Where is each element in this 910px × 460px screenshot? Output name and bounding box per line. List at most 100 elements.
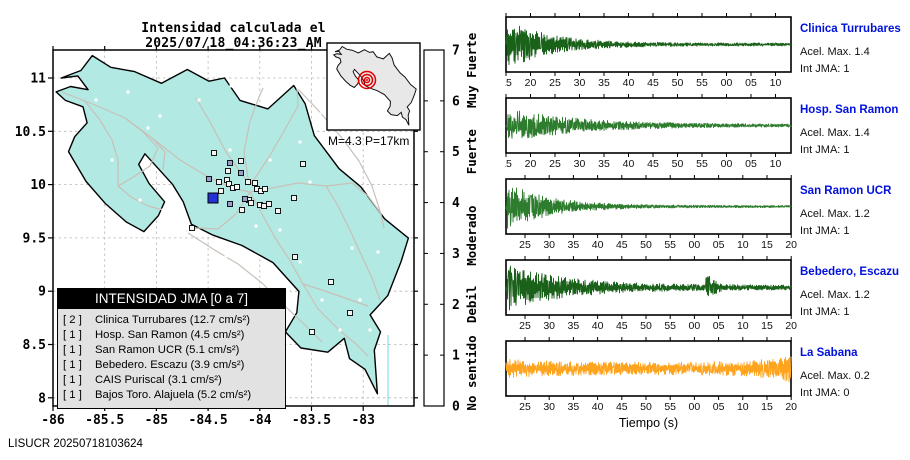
seismogram-x-tick-label: 35 — [568, 239, 580, 251]
road-line — [83, 99, 119, 186]
legend-entry: [ 1 ] San Ramon UCR (5.1 cm/s²) — [63, 343, 280, 358]
seismogram-x-tick-label: 40 — [623, 158, 635, 170]
seismogram-acel-max: Acel. Max. 1.2 — [800, 289, 870, 301]
intensity-legend: INTENSIDAD JMA [0 a 7] [ 2 ] Clinica Turr… — [57, 288, 286, 409]
seismogram-x-tick-label: 00 — [721, 77, 733, 89]
seismogram-x-tick-label: 15 — [761, 320, 773, 332]
seismogram-station-name: Bebedero, Escazu — [800, 266, 900, 278]
town-dot — [138, 198, 142, 202]
legend-entry-station: San Ramon UCR (5.1 cm/s²) — [95, 344, 240, 356]
map-title: Intensidad calculada el 2025/07/18_04:36… — [141, 21, 326, 51]
epicenter-icon — [360, 73, 374, 87]
seismogram-x-tick-label: 40 — [592, 320, 604, 332]
town-dot — [110, 158, 114, 162]
seismogram-x-tick-label: 35 — [568, 401, 580, 413]
seismogram-x-tick-label: 45 — [616, 239, 628, 251]
seismogram-panel-5: 25 30 35 40 45 50 55 00 05 10 15 20 — [505, 337, 797, 413]
seismogram-x-tick-label: 40 — [623, 77, 635, 89]
legend-entry-station: Bebedero. Escazu (3.9 cm/s²) — [95, 359, 245, 371]
colorbar-tick-label: 6 — [452, 94, 460, 109]
town-dot — [320, 298, 324, 302]
town-dot — [298, 260, 302, 264]
seismogram-x-tick-label: 05 — [713, 401, 725, 413]
costa-rica-map: -86 -85.5 -85 -84.5 -84 -83.5 -831110.5109.598… — [15, 32, 479, 428]
seismogram-x-tick-label: 40 — [592, 401, 604, 413]
seismogram-panel-3: 25 30 35 40 45 50 55 00 05 10 15 20 — [505, 175, 797, 251]
map-y-tick-label: 8 — [38, 391, 46, 406]
legend-entry-station: Hosp. San Ramon (4.5 cm/s²) — [95, 329, 245, 341]
seismogram-x-tick-label: 35 — [598, 158, 610, 170]
seismogram-x-tick-label: 50 — [672, 77, 684, 89]
map-x-tick-label: -86 — [41, 413, 65, 428]
town-dot — [254, 224, 258, 228]
seismogram-x-tick-label: 55 — [696, 158, 708, 170]
station-marker-int-0 — [309, 329, 315, 335]
road-line — [249, 182, 385, 229]
seismogram-int-jma: Int JMA: 1 — [800, 63, 850, 75]
colorbar-tick-label: 0 — [452, 400, 460, 415]
road-line — [243, 87, 264, 185]
magnitude-depth-label: M=4.3 P=17km — [328, 134, 410, 148]
road-line — [187, 232, 323, 343]
town-dot — [268, 158, 272, 162]
colorbar-tick-label: 7 — [452, 44, 460, 59]
station-marker-int-1 — [206, 176, 212, 182]
town-dot — [224, 254, 228, 258]
seismogram-x-tick-label: 25 — [519, 239, 531, 251]
epicenter-icon — [363, 76, 371, 84]
road-line — [325, 185, 381, 301]
station-marker-int-0 — [239, 207, 245, 213]
seismogram-x-tick-label: 25 — [549, 77, 561, 89]
seismogram-x-tick-label: 10 — [737, 239, 749, 251]
seismogram-trace — [505, 356, 792, 383]
station-marker-int-0 — [275, 208, 281, 214]
legend-entry-intensity: [ 1 ] — [63, 344, 82, 356]
seismogram-panel-2: 15 20 25 30 35 40 45 50 55 00 05 10 — [505, 94, 792, 170]
colorbar-band-label: Debil — [464, 285, 479, 323]
map-x-tick-label: -84.5 — [189, 413, 228, 428]
town-dot — [308, 180, 312, 184]
legend-title: INTENSIDAD JMA [0 a 7] — [58, 289, 285, 309]
town-dot — [197, 98, 201, 102]
road-line — [117, 117, 159, 187]
seismogram-x-tick-label: 05 — [713, 239, 725, 251]
seismogram-trace — [505, 25, 792, 66]
seismogram-acel-max: Acel. Max. 1.2 — [800, 208, 870, 220]
seismogram-int-jma: Int JMA: 1 — [800, 225, 850, 237]
station-marker-int-0 — [248, 200, 254, 206]
legend-entry: [ 1 ] CAIS Puriscal (3.1 cm/s²) — [63, 373, 280, 388]
town-dot — [126, 90, 130, 94]
seismogram-x-tick-label: 10 — [770, 158, 782, 170]
seismogram-int-jma: Int JMA: 0 — [800, 387, 850, 399]
town-dot — [229, 84, 233, 88]
map-y-tick-label: 9.5 — [23, 231, 46, 246]
legend-entries: [ 2 ] Clinica Turrubares (12.7 cm/s²) [ 1 … — [58, 309, 285, 408]
seismogram-x-tick-label: 10 — [770, 77, 782, 89]
town-dot — [376, 250, 380, 254]
colorbar-tick-label: 3 — [452, 247, 460, 262]
colorbar-band-label: Fuerte — [464, 129, 479, 175]
legend-entry: [ 1 ] Bebedero. Escazu (3.9 cm/s²) — [63, 358, 280, 373]
seismogram-x-tick-label: 45 — [647, 158, 659, 170]
seismogram-trace — [505, 265, 792, 311]
town-dot — [228, 148, 232, 152]
seismogram-x-tick-label: 15 — [505, 77, 512, 89]
station-marker-int-1 — [242, 196, 248, 202]
colorbar-band-label: No sentido — [464, 335, 479, 410]
station-marker-int-0 — [262, 186, 268, 192]
town-dot — [186, 229, 190, 233]
seismogram-x-tick-label: 50 — [640, 239, 652, 251]
seismogram-x-tick-label: 55 — [664, 239, 676, 251]
seismogram-station-name: Hosp. San Ramon — [800, 104, 899, 116]
seismogram-x-tick-label: 35 — [568, 320, 580, 332]
seismogram-station-name: La Sabana — [800, 347, 858, 359]
colorbar-tick-label: 4 — [452, 196, 460, 211]
town-dot — [318, 112, 322, 116]
town-dot — [350, 246, 354, 250]
seismogram-panels: 15 20 25 30 35 40 45 50 55 00 05 10 15 20 25 30 35 40 45 50… — [505, 13, 797, 413]
seismogram-x-tick-label: 00 — [689, 320, 701, 332]
seismogram-x-tick-label: 40 — [592, 239, 604, 251]
colorbar-band-label: Muy Fuerte — [464, 32, 479, 108]
seismogram-x-tick-label: 05 — [713, 320, 725, 332]
